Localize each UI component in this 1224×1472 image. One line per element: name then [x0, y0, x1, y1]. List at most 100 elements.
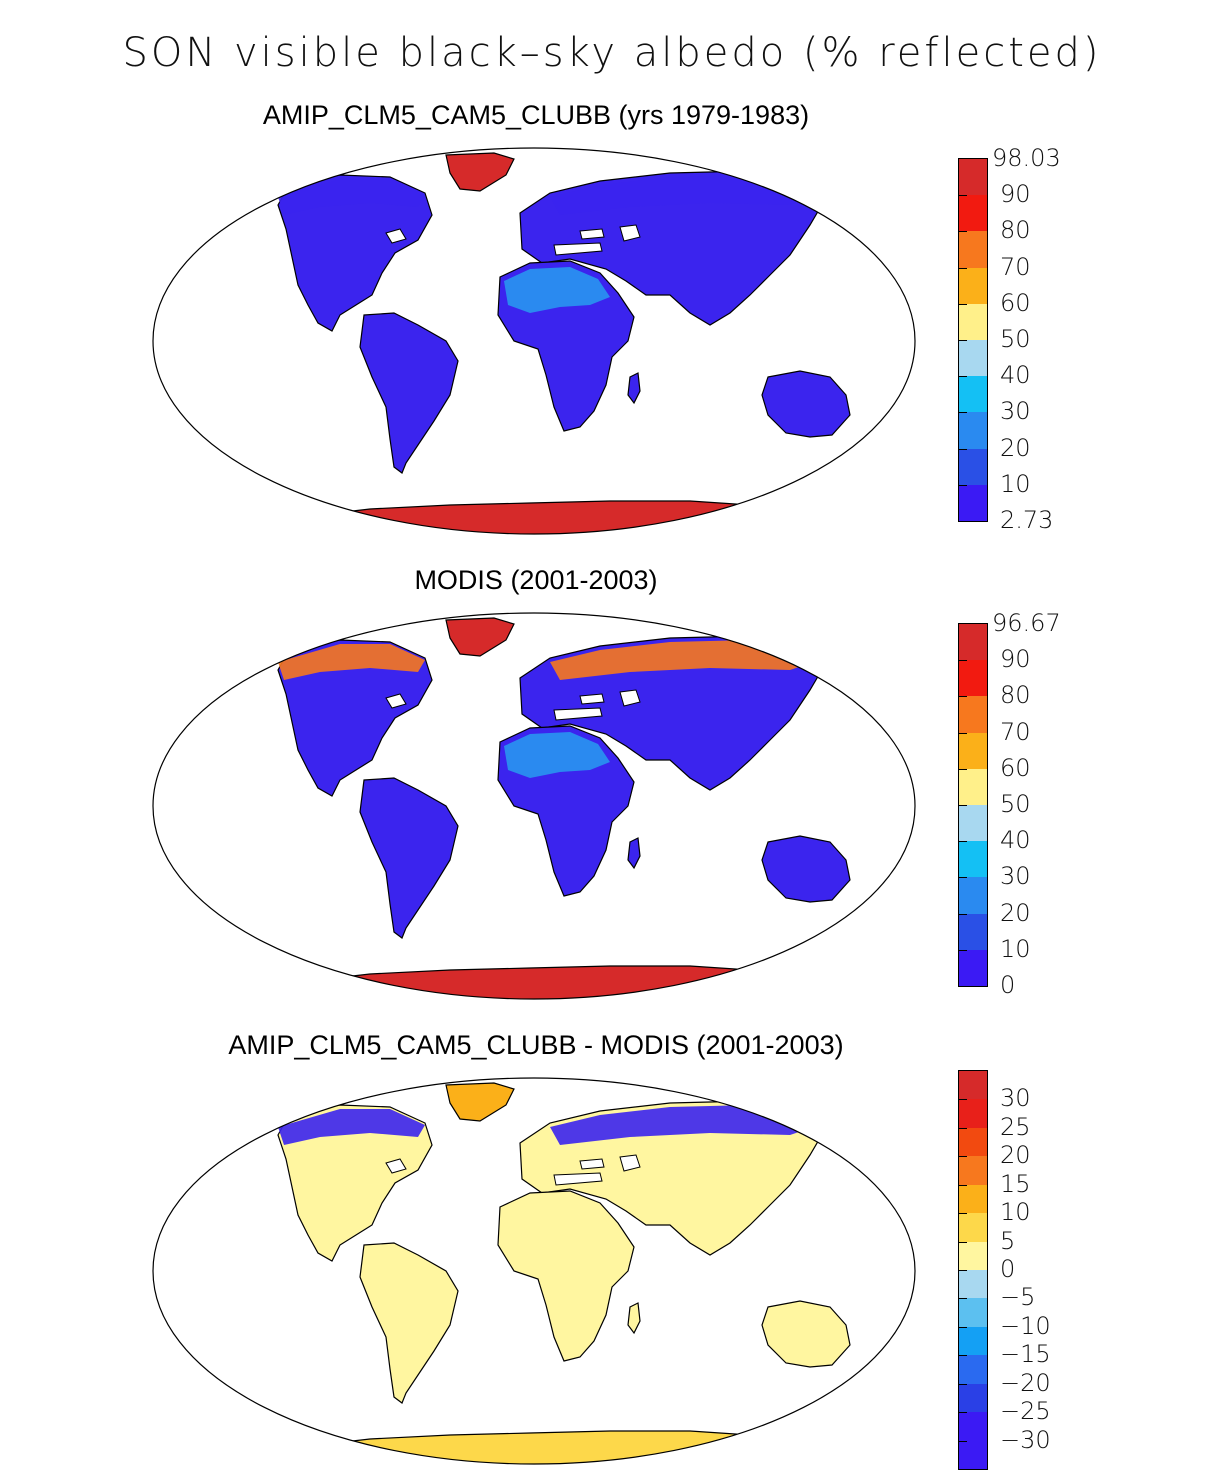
map-model: [152, 147, 916, 535]
caspian-sea: [619, 1154, 641, 1172]
colorbar-label: 25: [1000, 1112, 1031, 1141]
colorbar-label: 20: [1000, 898, 1031, 927]
colorbar-tick: [959, 1241, 967, 1243]
arctic-fringe-americas: [278, 179, 425, 215]
greenland-region: [445, 1082, 515, 1122]
colorbar-label: 96.67: [992, 609, 1061, 637]
colorbar-tick: [959, 1127, 967, 1129]
colorbar-tick: [959, 841, 967, 843]
colorbar-label: 70: [1000, 717, 1031, 746]
colorbar-tick: [959, 805, 967, 806]
colorbar-label: 5: [1000, 1226, 1016, 1255]
colorbar-segment: [959, 913, 987, 951]
colorbar-label: 30: [1000, 1084, 1031, 1113]
colorbar-label: 10: [1000, 469, 1031, 498]
colorbar-segment: [959, 949, 987, 987]
colorbar-label: −10: [1000, 1311, 1051, 1340]
colorbar-segment: [959, 696, 987, 734]
panel-title-model: AMIP_CLM5_CAM5_CLUBB (yrs 1979-1983): [262, 100, 810, 130]
colorbar-label: 30: [1000, 862, 1031, 891]
colorbar-segment: [959, 1099, 987, 1129]
colorbar-segment: [959, 1127, 987, 1157]
colorbar-label: −20: [1000, 1368, 1051, 1397]
sahara-region: [504, 732, 610, 778]
colorbar-segment: [959, 231, 987, 269]
colorbar-segment: [959, 1241, 987, 1271]
colorbar-label: 40: [1000, 826, 1031, 855]
colorbar-label: 20: [1000, 1141, 1031, 1170]
australia-region: [761, 1300, 851, 1368]
map-border: [152, 147, 916, 535]
map-difference: [152, 1077, 916, 1465]
colorbar-tick: [959, 1298, 967, 1300]
colorbar-label: 15: [1000, 1169, 1031, 1198]
colorbar-segment: [959, 159, 987, 196]
black-sea: [579, 1158, 605, 1170]
colorbar-tick: [959, 303, 967, 305]
caspian-sea: [619, 689, 641, 707]
colorbar-label: −15: [1000, 1340, 1051, 1369]
colorbar-segment: [959, 660, 987, 697]
colorbar-model: [958, 158, 988, 522]
australia-region: [761, 835, 851, 903]
colorbar-tick: [959, 660, 967, 662]
colorbar-segment: [959, 1383, 987, 1413]
panel-title-difference: AMIP_CLM5_CAM5_CLUBB - MODIS (2001-2003): [228, 1030, 844, 1060]
map-border: [152, 612, 916, 1000]
colorbar-tick: [959, 195, 967, 197]
madagascar-region: [627, 1302, 641, 1335]
colorbar-tick: [959, 732, 967, 734]
colorbar-label: 98.03: [992, 144, 1061, 172]
figure-title: SON visible black–sky albedo (% reflecte…: [122, 30, 1102, 76]
sahara-region: [504, 267, 610, 313]
arctic-fringe-americas: [278, 644, 425, 680]
north-america-region: [277, 174, 433, 332]
colorbar-segment: [959, 484, 987, 522]
colorbar-segment: [959, 1440, 987, 1470]
colorbar-label: 30: [1000, 397, 1031, 426]
colorbar-label: 10: [1000, 934, 1031, 963]
colorbar-tick: [959, 1326, 967, 1328]
colorbar-difference: [958, 1070, 988, 1470]
south-america-region: [359, 1242, 459, 1404]
colorbar-tick: [959, 1184, 967, 1186]
colorbar-segment: [959, 1412, 987, 1442]
colorbar-label: 0: [1000, 971, 1016, 999]
great-lakes: [385, 228, 407, 244]
colorbar-tick: [959, 1156, 967, 1158]
colorbar-segment: [959, 340, 987, 377]
colorbar-tick: [959, 913, 967, 915]
arctic-fringe-americas: [278, 1109, 425, 1145]
colorbar-label: 10: [1000, 1198, 1031, 1227]
colorbar-segment: [959, 1213, 987, 1243]
colorbar-label: 70: [1000, 252, 1031, 281]
colorbar-tick: [959, 267, 967, 269]
colorbar-tick: [959, 1099, 967, 1101]
colorbar-modis: [958, 623, 988, 987]
colorbar-label: 80: [1000, 681, 1031, 710]
south-america-region: [359, 777, 459, 939]
colorbar-segment: [959, 1071, 987, 1100]
colorbar-segment: [959, 877, 987, 915]
colorbar-label: 20: [1000, 433, 1031, 462]
map-modis: [152, 612, 916, 1000]
colorbar-segment: [959, 267, 987, 305]
colorbar-label: 50: [1000, 790, 1031, 818]
colorbar-label: −5: [1000, 1283, 1036, 1312]
colorbar-label: 60: [1000, 288, 1031, 317]
great-lakes: [385, 1158, 407, 1174]
colorbar-tick: [959, 1440, 967, 1442]
madagascar-region: [627, 837, 641, 870]
black-sea: [579, 228, 605, 240]
panel-title-modis: MODIS (2001-2003): [414, 565, 658, 595]
colorbar-segment: [959, 1156, 987, 1186]
colorbar-segment: [959, 805, 987, 842]
caspian-sea: [619, 224, 641, 242]
colorbar-tick: [959, 696, 967, 698]
colorbar-segment: [959, 732, 987, 770]
colorbar-segment: [959, 195, 987, 232]
mediterranean-sea: [553, 242, 603, 256]
colorbar-label: −30: [1000, 1425, 1051, 1454]
colorbar-segment: [959, 1184, 987, 1214]
colorbar-label: 2.73: [1000, 506, 1054, 534]
